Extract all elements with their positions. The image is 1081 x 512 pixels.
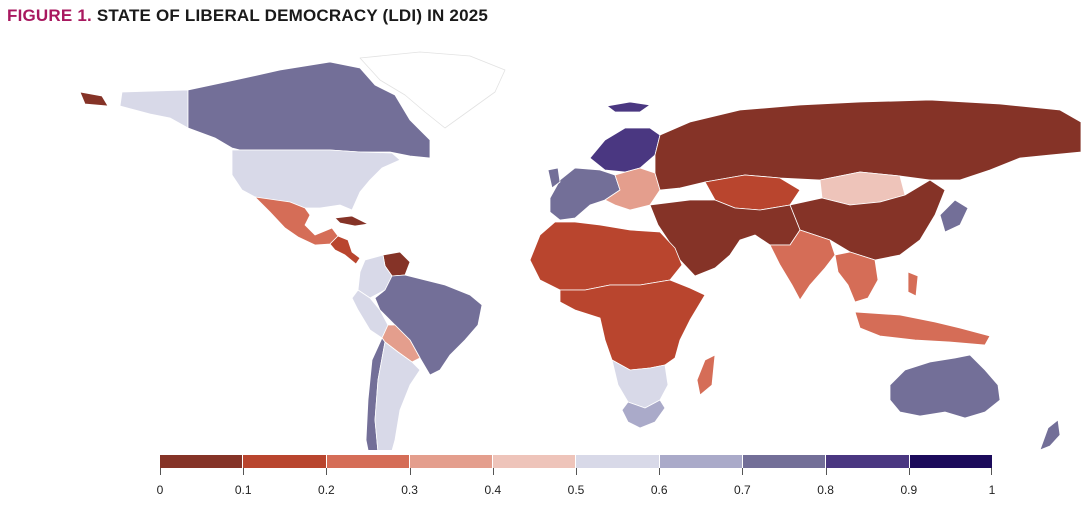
legend-tick <box>742 468 744 475</box>
legend-tick <box>991 468 992 475</box>
world-map <box>79 51 1081 450</box>
region-scandinavia <box>589 127 661 173</box>
region-cuba <box>334 215 369 227</box>
region-eastern-europe <box>604 167 661 211</box>
region-brazil <box>374 274 483 376</box>
legend-tick <box>243 468 245 475</box>
legend-tick <box>160 468 161 475</box>
legend-ticks <box>160 468 992 476</box>
legend-swatch <box>658 455 743 468</box>
legend-tick <box>825 468 827 475</box>
region-india <box>769 229 836 301</box>
legend-tick-label: 0.7 <box>734 483 751 497</box>
figure-heading: STATE OF LIBERAL DEMOCRACY (LDI) IN 2025 <box>96 6 489 25</box>
region-china <box>789 179 946 261</box>
region-southeast-asia <box>834 251 879 303</box>
legend-swatch <box>408 455 493 468</box>
region-australia <box>889 354 1001 419</box>
legend-swatch <box>908 455 992 468</box>
legend-tick <box>908 468 910 475</box>
region-japan <box>939 199 969 233</box>
region-greenland <box>359 51 506 129</box>
legend-swatch <box>492 455 576 468</box>
region-mexico <box>254 196 339 246</box>
region-chukotka-tip <box>79 91 109 107</box>
legend-tick-label: 0.3 <box>401 483 418 497</box>
region-southern-africa <box>611 359 669 409</box>
region-central-america <box>329 235 361 265</box>
legend-tick-label: 0.1 <box>234 483 252 497</box>
region-western-europe <box>549 167 621 221</box>
legend-swatch <box>825 455 909 468</box>
region-uk <box>547 167 561 189</box>
region-south-africa <box>621 399 666 429</box>
legend-tick <box>326 468 328 475</box>
legend-swatch <box>242 455 326 468</box>
legend-swatch <box>325 455 409 468</box>
region-canada <box>187 61 431 159</box>
region-argentina <box>374 341 421 450</box>
legend-tick <box>409 468 411 475</box>
legend-swatch <box>160 455 243 468</box>
region-new-zealand <box>1039 419 1061 450</box>
region-alaska <box>119 89 189 129</box>
legend-tick-label: 0 <box>156 483 164 497</box>
region-north-africa <box>529 221 683 291</box>
legend-tick <box>659 468 661 475</box>
legend-tick-label: 1 <box>988 483 996 497</box>
legend-tick-label: 0.8 <box>817 483 834 497</box>
legend-tick-label: 0.6 <box>650 483 668 497</box>
legend-tick-label: 0.2 <box>318 483 335 497</box>
legend-swatch <box>575 455 659 468</box>
legend-swatch <box>742 455 826 468</box>
figure-title: FIGURE 1. STATE OF LIBERAL DEMOCRACY (LD… <box>7 6 488 26</box>
region-indonesia <box>854 311 991 346</box>
region-svalbard <box>606 101 651 113</box>
region-madagascar <box>696 354 716 396</box>
region-usa <box>231 149 401 211</box>
legend-tick <box>492 468 494 475</box>
region-philippines <box>907 271 919 297</box>
legend-tick-label: 0.4 <box>484 483 502 497</box>
legend-color-scale <box>160 455 992 468</box>
legend-tick-label: 0.9 <box>900 483 918 497</box>
region-central-africa <box>559 279 706 371</box>
legend-tick-label: 0.5 <box>567 483 585 497</box>
figure-number: FIGURE 1. <box>7 6 92 25</box>
legend-tick <box>576 468 577 475</box>
